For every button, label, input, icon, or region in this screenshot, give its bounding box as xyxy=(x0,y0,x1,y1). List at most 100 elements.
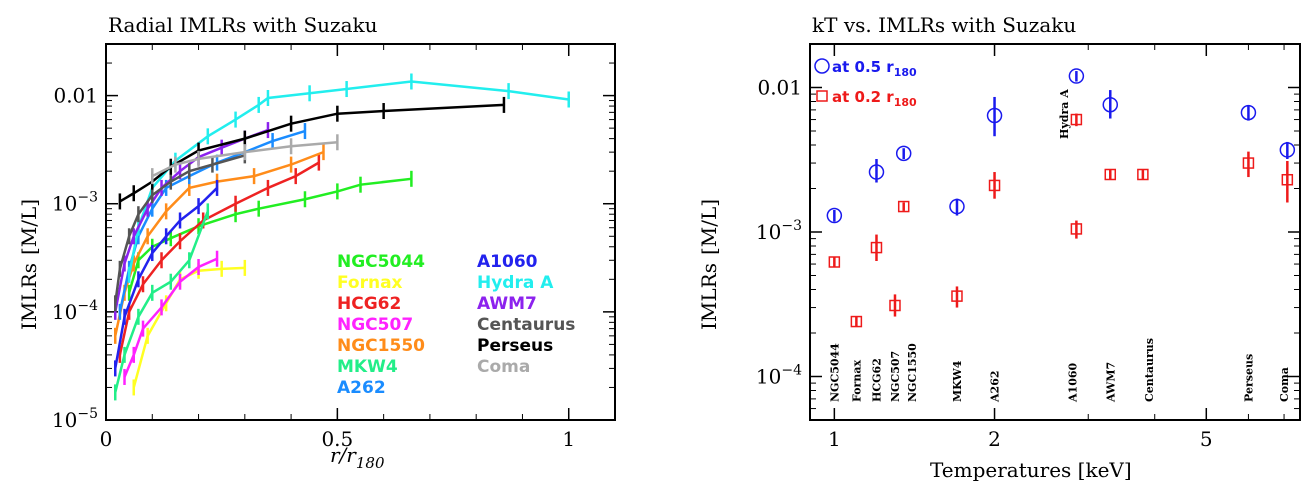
group-label: NGC5044 xyxy=(828,343,841,402)
left-chart-title: Radial IMLRs with Suzaku xyxy=(108,13,378,37)
data-point xyxy=(868,164,885,180)
series-circle xyxy=(826,68,1296,224)
group-label: NGC1550 xyxy=(906,343,919,402)
legend-entry: AWM7 xyxy=(477,294,537,314)
series-line xyxy=(132,266,245,388)
annotation-label: Hydra A xyxy=(1058,89,1071,139)
data-point xyxy=(1281,173,1294,186)
left-x-tick-label: 0 xyxy=(100,427,113,451)
right-group-labels: NGC5044 Fornax HCG62 NGC507 NGC1550 MKW4 A262 A… xyxy=(828,89,1291,403)
right-chart-title: kT vs. IMLRs with Suzaku xyxy=(812,13,1076,37)
data-point xyxy=(828,256,841,268)
data-point xyxy=(850,315,863,328)
left-y-tick-label: 10−4 xyxy=(52,298,98,324)
legend-entry: A262 xyxy=(337,378,386,398)
group-label: AWM7 xyxy=(1104,362,1117,403)
legend-entry: Coma xyxy=(477,357,530,377)
group-label: Perseus xyxy=(1242,354,1255,402)
legend-marker xyxy=(816,90,828,102)
right-x-axis-label: Temperatures [keV] xyxy=(930,458,1132,482)
series-square xyxy=(828,113,1294,328)
series-perseus xyxy=(118,96,506,210)
right-panel: kT vs. IMLRs with Suzaku 1 2 5 0.01 10−3 10−… xyxy=(697,13,1301,482)
data-point xyxy=(895,145,912,162)
left-y-axis-label: IMLRs[M/L] xyxy=(17,199,41,330)
left-x-tick-label: 1 xyxy=(562,427,575,451)
data-point xyxy=(988,179,1001,192)
data-point xyxy=(1070,223,1083,235)
data-point xyxy=(826,207,843,224)
series-line xyxy=(119,103,505,203)
group-label: A262 xyxy=(989,371,1002,404)
series-ngc5044 xyxy=(127,170,413,301)
legend-entry: at 0.5 r180 xyxy=(832,58,917,79)
group-label: MKW4 xyxy=(951,360,964,402)
data-point xyxy=(1104,168,1117,181)
right-x-tick-label: 5 xyxy=(1200,427,1213,451)
left-series-group xyxy=(114,73,570,401)
left-plot-frame xyxy=(105,43,616,421)
legend-entry: MKW4 xyxy=(337,357,398,377)
data-point xyxy=(1070,113,1083,126)
data-point xyxy=(951,290,963,302)
left-x-axis: 0 0.5 1 xyxy=(100,44,616,451)
series-line xyxy=(114,187,218,369)
data-point xyxy=(889,299,901,312)
series-ngc507 xyxy=(123,250,219,385)
left-y-tick-label: 10−3 xyxy=(52,190,98,216)
right-y-tick-label: 10−3 xyxy=(756,218,802,244)
series-mkw4 xyxy=(114,203,210,401)
data-point xyxy=(1068,68,1085,84)
right-x-tick-label: 2 xyxy=(988,427,1001,451)
legend-entry: Hydra A xyxy=(477,273,554,293)
legend-entry: A1060 xyxy=(477,252,538,272)
series-line xyxy=(151,141,338,178)
group-label: Fornax xyxy=(850,360,863,402)
series-fornax xyxy=(132,259,247,396)
legend-entry: Perseus xyxy=(477,336,553,356)
data-point xyxy=(949,198,965,215)
data-point xyxy=(1242,157,1255,169)
right-y-axis: 0.01 10−3 10−4 xyxy=(756,43,1300,421)
legend-entry: NGC1550 xyxy=(337,336,425,356)
legend-entry: NGC5044 xyxy=(337,252,425,272)
left-x-axis-label: r/r180 xyxy=(330,443,385,472)
group-label: HCG62 xyxy=(870,358,883,402)
series-a1060 xyxy=(114,179,219,377)
data-point xyxy=(1279,142,1296,158)
group-label: Coma xyxy=(1278,367,1291,402)
data-point xyxy=(870,241,883,254)
right-legend: at 0.5 r180 at 0.2 r180 xyxy=(814,58,917,109)
left-x-tick-label: 0.5 xyxy=(321,427,353,451)
right-x-tick-label: 1 xyxy=(828,427,841,451)
right-y-tick-label: 0.01 xyxy=(757,75,802,99)
data-point xyxy=(1137,168,1149,181)
right-x-axis: 1 2 5 xyxy=(828,44,1285,451)
series-line xyxy=(118,161,320,356)
legend-entry: Centaurus xyxy=(477,315,575,335)
group-label: Centaurus xyxy=(1143,338,1156,402)
left-panel: Radial IMLRs with Suzaku 0 0.5 1 0.0110−31… xyxy=(17,13,616,472)
right-y-axis-label: IMLRs[M/L] xyxy=(697,199,721,330)
series-coma xyxy=(151,134,339,185)
series-ngc1550 xyxy=(114,144,325,344)
data-point xyxy=(1240,104,1257,121)
legend-entry: NGC507 xyxy=(337,315,413,335)
legend-entry: at 0.2 r180 xyxy=(832,88,917,109)
series-centaurus xyxy=(114,147,247,312)
group-label: A1060 xyxy=(1066,363,1079,403)
right-y-tick-label: 10−4 xyxy=(756,363,802,389)
left-y-axis: 0.01 10−3 10−4 10−5 xyxy=(52,43,615,432)
data-point xyxy=(986,107,1003,124)
left-y-tick-label: 10−5 xyxy=(52,406,98,432)
left-y-tick-label: 0.01 xyxy=(53,84,98,108)
legend-entry: Fornax xyxy=(337,273,403,293)
data-point xyxy=(1102,96,1119,113)
data-point xyxy=(897,200,910,213)
legend-entry: HCG62 xyxy=(337,294,401,314)
group-label: NGC507 xyxy=(889,351,902,402)
right-series-group xyxy=(826,68,1296,328)
legend-marker xyxy=(814,58,830,74)
